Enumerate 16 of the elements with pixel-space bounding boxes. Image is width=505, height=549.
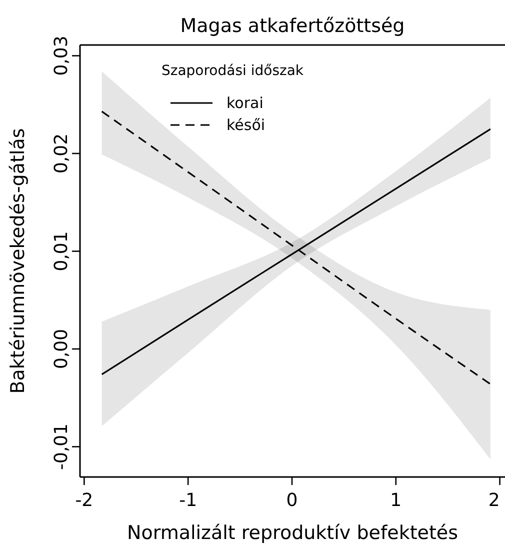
x-tick-label: 2 [488, 490, 500, 511]
x-tick-label: 1 [390, 490, 402, 511]
x-tick-label: -2 [75, 490, 94, 511]
x-axis-title: Normalizált reproduktív befektetés [127, 522, 458, 544]
chart-title: Magas atkafertőzöttség [180, 15, 405, 37]
legend-label: korai [226, 94, 264, 112]
y-tick-label: 0,01 [51, 231, 72, 272]
x-tick-label: 0 [286, 490, 298, 511]
y-tick-label: 0,00 [51, 328, 72, 370]
y-axis-title: Baktériumnövekedés-gátlás [7, 128, 29, 394]
legend-title: Szaporodási időszak [161, 63, 304, 79]
y-tick-label: -0,01 [51, 423, 72, 470]
x-tick-label: -1 [179, 490, 198, 511]
y-tick-label: 0,02 [51, 133, 72, 174]
legend-label: késői [226, 116, 266, 134]
y-tick-label: 0,03 [51, 36, 72, 76]
